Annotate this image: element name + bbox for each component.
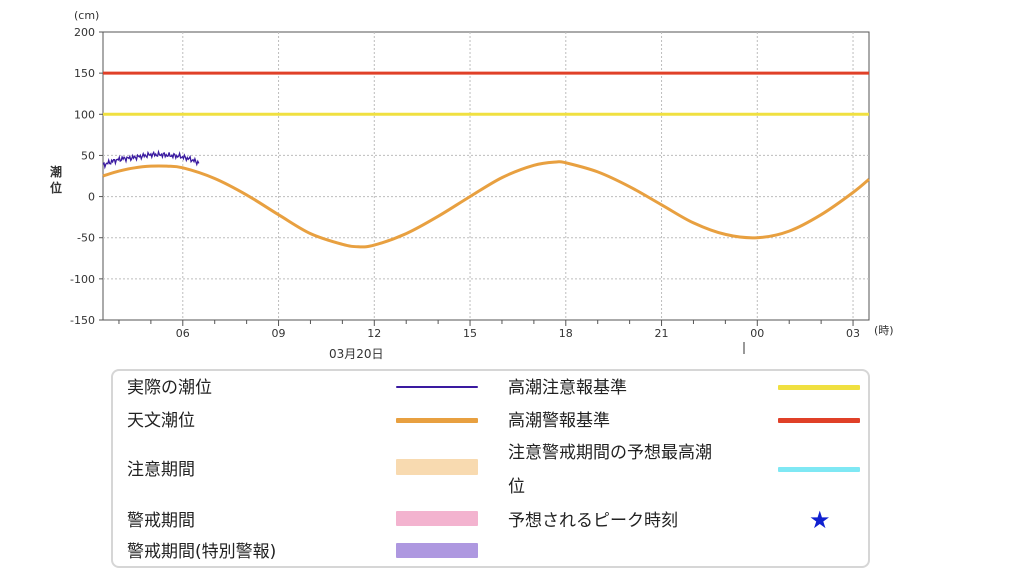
x-tick-label: 15 bbox=[463, 327, 477, 340]
legend-swatch-caution-period bbox=[396, 459, 478, 475]
legend-label-special-warning-period: 警戒期間(特別警報) bbox=[127, 542, 277, 562]
y-axis-label: 潮位 bbox=[50, 164, 62, 195]
y-tick-label: -50 bbox=[77, 232, 95, 245]
x-tick-label: 12 bbox=[367, 327, 381, 340]
series-observed-line bbox=[102, 149, 200, 170]
legend-swatch-observed bbox=[396, 386, 478, 388]
legend-swatch-special-warning-period bbox=[396, 543, 478, 558]
x-tick-label: 06 bbox=[176, 327, 190, 340]
y-tick-label: -100 bbox=[70, 273, 95, 286]
x-axis: 06 09 12 15 18 21 00 03 bbox=[118, 320, 860, 340]
legend-label-warning-threshold: 高潮警報基準 bbox=[508, 411, 610, 431]
plot-area bbox=[102, 31, 870, 321]
y-tick-label: 0 bbox=[88, 191, 95, 204]
x-unit-label: (時) bbox=[874, 324, 894, 337]
legend-label-predicted-max: 注意警戒期間の予想最高潮 bbox=[508, 443, 712, 463]
series-layer bbox=[102, 71, 870, 249]
legend-label-peak-time: 予想されるピーク時刻 bbox=[508, 511, 678, 531]
y-tick-label: 150 bbox=[74, 67, 95, 80]
legend-swatch-predicted-max bbox=[778, 467, 860, 472]
legend-label-predicted-max-cont: 位 bbox=[508, 477, 525, 497]
gridlines bbox=[103, 32, 869, 320]
legend-label-astronomical: 天文潮位 bbox=[127, 411, 195, 431]
star-icon: ★ bbox=[809, 506, 831, 534]
legend: 実際の潮位 天文潮位 注意期間 警戒期間 警戒期間(特別警報) 高潮注意報基準 … bbox=[111, 369, 870, 568]
y-tick-label: 200 bbox=[74, 26, 95, 39]
y-tick-label: -150 bbox=[70, 314, 95, 327]
x-tick-label: 21 bbox=[655, 327, 669, 340]
x-tick-label: 03 bbox=[846, 327, 860, 340]
legend-swatch-caution-threshold bbox=[778, 385, 860, 390]
x-tick-label: 00 bbox=[750, 327, 764, 340]
x-tick-label: 18 bbox=[559, 327, 573, 340]
legend-swatch-warning-period bbox=[396, 511, 478, 526]
y-tick-label: 100 bbox=[74, 108, 95, 121]
y-tick-label: 50 bbox=[81, 149, 95, 162]
legend-label-warning-period: 警戒期間 bbox=[127, 511, 195, 531]
y-axis: 200 150 100 50 0 -50 -100 -150 bbox=[70, 26, 103, 327]
legend-label-caution-threshold: 高潮注意報基準 bbox=[508, 378, 627, 398]
legend-swatch-warning-threshold bbox=[778, 418, 860, 423]
legend-swatch-astronomical bbox=[396, 418, 478, 423]
date-label: 03月20日 bbox=[329, 347, 384, 361]
x-tick-label: 09 bbox=[272, 327, 286, 340]
legend-label-caution-period: 注意期間 bbox=[127, 460, 195, 480]
y-unit-label: (cm) bbox=[74, 9, 99, 22]
legend-label-observed: 実際の潮位 bbox=[127, 378, 212, 398]
series-astronomical-line bbox=[102, 160, 870, 249]
